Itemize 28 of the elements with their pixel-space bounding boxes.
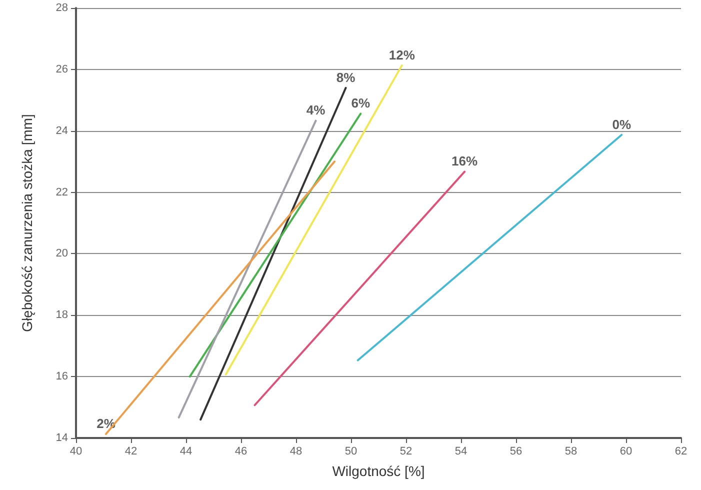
x-tick-label: 46 [234,446,248,458]
x-tick-label: 58 [564,446,578,458]
y-tick-label: 16 [56,370,68,383]
y-tick-label: 14 [56,432,68,444]
annotation: 0% [612,116,632,132]
x-tick-label: 62 [674,446,688,458]
x-tick-label: 44 [180,446,192,458]
annotation: 8% [336,70,356,85]
y-tick-label: 22 [56,186,68,198]
y-tick-label: 24 [56,124,68,137]
x-tick-label: 54 [454,446,468,458]
x-tick-label: 40 [70,446,82,458]
y-tick-label: 26 [56,63,68,76]
x-tick-label: 52 [400,446,412,458]
y-tick-label: 28 [56,2,68,14]
x-tick-label: 60 [620,446,632,458]
annotation: 12% [388,47,416,62]
x-tick-label: 42 [124,446,138,458]
x-axis-title: Wilgotność [%] [332,463,425,479]
x-tick-label: 56 [510,446,522,458]
x-tick-label: 48 [290,446,302,458]
y-axis-title: Głębokość zanurzenia stożka [mm] [19,114,35,332]
annotation: 16% [452,154,478,169]
annotation: 6% [351,96,370,111]
x-tick-label: 50 [344,446,358,458]
annotation: 4% [306,102,326,118]
y-tick-label: 20 [56,248,68,260]
y-tick-label: 18 [56,309,68,322]
